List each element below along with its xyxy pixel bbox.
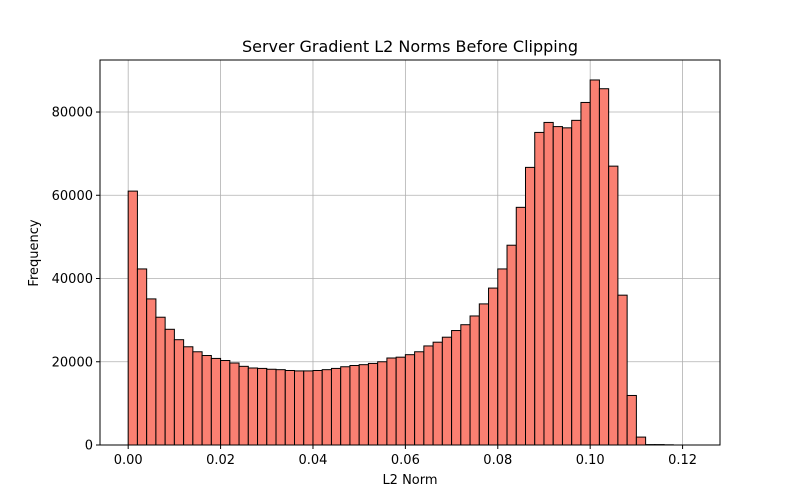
histogram-bar bbox=[127, 190, 138, 446]
histogram-bar bbox=[358, 364, 369, 446]
histogram-bar bbox=[441, 336, 453, 446]
histogram-bar bbox=[220, 360, 231, 446]
histogram-bar bbox=[488, 287, 499, 446]
histogram-bar bbox=[275, 369, 286, 446]
histogram-bar bbox=[506, 244, 517, 446]
histogram-bar bbox=[515, 206, 526, 446]
x-tick-label: 0.04 bbox=[299, 453, 328, 468]
histogram-bar bbox=[608, 165, 619, 446]
x-tick-label: 0.00 bbox=[114, 453, 143, 468]
y-axis-label: Frequency bbox=[27, 219, 42, 286]
y-tick-label: 40000 bbox=[52, 272, 93, 287]
histogram-bar bbox=[395, 356, 406, 446]
histogram-bar bbox=[173, 339, 185, 446]
x-tick-label: 0.10 bbox=[576, 453, 605, 468]
histogram-bar bbox=[404, 354, 416, 446]
histogram-bar bbox=[238, 365, 249, 446]
histogram-bar bbox=[136, 268, 148, 446]
x-axis-label: L2 Norm bbox=[382, 473, 437, 488]
histogram-bar bbox=[571, 119, 582, 446]
histogram-bar bbox=[598, 88, 610, 446]
histogram-bar bbox=[367, 362, 379, 446]
histogram-bar bbox=[469, 315, 480, 446]
histogram-bar bbox=[340, 366, 351, 446]
axes-frame bbox=[99, 59, 721, 446]
histogram-bar bbox=[155, 316, 166, 446]
histogram-bar bbox=[210, 357, 222, 446]
histogram-bar bbox=[635, 436, 647, 446]
histogram-bar bbox=[423, 345, 434, 446]
histogram-bar bbox=[284, 369, 296, 446]
histogram-bar bbox=[303, 370, 314, 446]
y-tick-label: 80000 bbox=[52, 106, 93, 121]
histogram-bar bbox=[432, 341, 443, 446]
histogram-bar bbox=[321, 369, 332, 446]
tick-labels: 0.00 0.02 0.04 0.06 0.08 0.10 0.12 0 20000 40000 6… bbox=[52, 106, 697, 468]
histogram-bar bbox=[192, 351, 203, 446]
histogram-bar bbox=[312, 369, 323, 446]
x-tick-label: 0.08 bbox=[483, 453, 512, 468]
plot-frame bbox=[99, 59, 721, 446]
histogram-bar bbox=[247, 367, 259, 446]
histogram-bar bbox=[451, 330, 462, 446]
histogram-bar bbox=[229, 362, 240, 446]
histogram-bar bbox=[294, 370, 305, 446]
histogram-bar bbox=[478, 303, 490, 446]
x-tick-label: 0.12 bbox=[668, 453, 697, 468]
histogram-bar bbox=[524, 166, 536, 446]
histogram-bar bbox=[580, 101, 591, 446]
histogram-bar bbox=[626, 394, 637, 446]
histogram-bar bbox=[146, 298, 157, 446]
histogram-bar bbox=[589, 79, 600, 446]
histogram-bar bbox=[330, 367, 342, 446]
histogram-bar bbox=[201, 355, 212, 446]
x-tick-label: 0.02 bbox=[206, 453, 235, 468]
histogram-bar bbox=[534, 131, 545, 446]
y-tick-label: 0 bbox=[85, 439, 93, 454]
histogram-bar bbox=[377, 361, 388, 446]
y-tick-label: 60000 bbox=[52, 189, 93, 204]
histogram-bar bbox=[164, 328, 175, 446]
histogram-bar bbox=[183, 346, 194, 446]
histogram-bar bbox=[386, 357, 397, 446]
histogram-bar bbox=[543, 121, 554, 446]
histogram-bar bbox=[497, 268, 508, 446]
histogram-bar bbox=[617, 294, 628, 446]
histogram-bar bbox=[460, 324, 471, 446]
histogram-bar bbox=[349, 365, 360, 446]
histogram-bar bbox=[266, 368, 277, 446]
histogram-bar bbox=[552, 126, 563, 446]
y-tick-label: 20000 bbox=[52, 355, 93, 370]
x-tick-label: 0.06 bbox=[391, 453, 420, 468]
histogram-bar bbox=[561, 127, 573, 446]
histogram-bar bbox=[414, 351, 425, 446]
histogram-bars bbox=[127, 79, 674, 446]
histogram-bar bbox=[257, 367, 268, 446]
chart-title: Server Gradient L2 Norms Before Clipping bbox=[242, 37, 578, 56]
